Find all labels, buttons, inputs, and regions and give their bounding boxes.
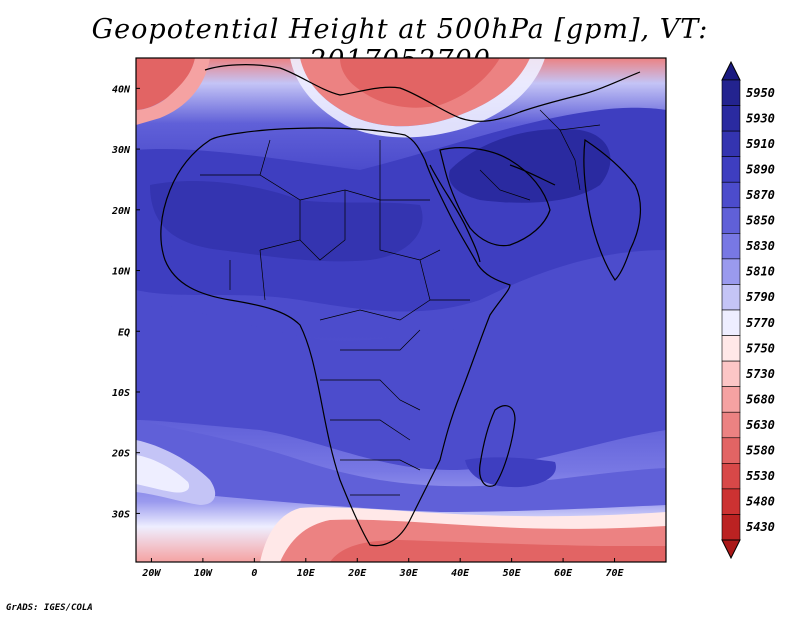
- arabia-coastline: [439, 147, 551, 247]
- lon-tick-label: 10E: [297, 568, 316, 579]
- border: [299, 140, 381, 201]
- lon-tick-label: 30E: [399, 568, 419, 579]
- africa-coastline: [160, 127, 511, 547]
- colorbar-swatch: [721, 360, 741, 387]
- colorbar-swatch: [721, 207, 741, 234]
- mediterranean-trough-edge: [290, 58, 545, 138]
- lat-tick-label: 30S: [111, 509, 130, 520]
- country-borders: [200, 109, 601, 496]
- border: [539, 109, 601, 131]
- height-field: [136, 58, 666, 562]
- colorbar-label: 5770: [746, 316, 775, 330]
- border: [259, 249, 266, 301]
- colorbar-swatch: [721, 156, 741, 183]
- atlantic-nw-low: [136, 58, 195, 110]
- arabia-core: [449, 129, 611, 203]
- sahara-core: [150, 180, 423, 262]
- colorbar-label: 5910: [746, 137, 775, 151]
- colorbar-label: 5730: [746, 367, 775, 381]
- lon-tick-label: 40E: [451, 568, 470, 579]
- colorbar-swatch: [721, 79, 741, 106]
- colorbar-swatch: [721, 386, 741, 413]
- colorbar-swatch: [721, 309, 741, 336]
- colorbar-swatch: [721, 105, 741, 132]
- lat-tick-label: 10S: [112, 388, 130, 399]
- colorbar-swatch: [721, 335, 741, 362]
- lat-tick-label: 20S: [111, 449, 130, 460]
- lat-tick-label: 20N: [111, 206, 131, 217]
- colorbar-swatch: [721, 463, 741, 490]
- border: [299, 190, 346, 261]
- border: [340, 329, 421, 351]
- border: [340, 459, 421, 471]
- colorbar-label: 5530: [746, 469, 775, 483]
- southern-band: [136, 420, 666, 512]
- tropical-band: [136, 300, 666, 470]
- colorbar-swatch: [721, 437, 741, 464]
- colorbar-label: 5830: [746, 239, 775, 253]
- border: [379, 200, 441, 261]
- southwest-lighter-tongue: [136, 455, 190, 493]
- border: [319, 299, 431, 321]
- software-credit: GrADS: IGES/COLA: [6, 603, 93, 613]
- colorbar-label: 5430: [746, 520, 775, 534]
- colorbar-swatch: [721, 411, 741, 439]
- lat-tick-label: 30N: [111, 145, 131, 156]
- axis-ticks: 20W 10W 0 10E 20E 30E 40E 50E 60E 70E 40N 30N 20N 10N…: [111, 84, 625, 579]
- colorbar-label: 5580: [746, 444, 775, 458]
- colorbar-label: 5890: [746, 162, 775, 176]
- colorbar-swatch: [721, 233, 741, 260]
- colorbar: 5950 5930 5910 5890 5870 5850 5830 5810 5790 5770…: [721, 60, 775, 560]
- lon-tick-label: 20E: [347, 568, 367, 579]
- lon-tick-label: 70E: [606, 568, 625, 579]
- europe-coastline: [204, 64, 641, 122]
- colorbar-label: 5930: [746, 111, 775, 125]
- colorbar-swatch: [721, 488, 741, 515]
- border: [559, 129, 581, 191]
- mediterranean-trough-inner: [340, 58, 500, 108]
- madagascar-coastline: [479, 405, 516, 487]
- colorbar-label: 5680: [746, 392, 775, 406]
- lon-tick-label: 60E: [554, 568, 573, 579]
- colorbar-label: 5870: [746, 188, 775, 202]
- lon-tick-label: 0: [251, 568, 257, 579]
- colorbar-label: 5630: [746, 418, 775, 432]
- southern-3-box: [465, 457, 556, 488]
- colorbar-swatch: [721, 514, 741, 541]
- india-coastline: [583, 138, 641, 281]
- lat-tick-label: EQ: [118, 327, 130, 338]
- red-sea-coast: [429, 164, 481, 263]
- southern-trough-core: [330, 540, 666, 562]
- lon-tick-label: 20W: [141, 568, 161, 579]
- colorbar-bottom-arrow: [721, 539, 741, 560]
- lon-tick-label: 50E: [503, 568, 522, 579]
- lat-tick-label: 40N: [112, 84, 131, 95]
- border: [259, 139, 271, 176]
- border: [330, 419, 411, 441]
- border: [320, 379, 421, 411]
- colorbar-top-arrow: [721, 60, 741, 81]
- colorbar-swatch: [721, 130, 741, 157]
- colorbar-label: 5810: [746, 265, 775, 279]
- colorbar-swatch: [721, 181, 741, 209]
- colorbar-label: 5950: [746, 86, 775, 100]
- atlantic-nw-low-edge: [136, 58, 210, 125]
- persian-gulf-coast: [509, 164, 556, 186]
- plot-frame: [135, 57, 667, 563]
- coastlines: [160, 64, 641, 547]
- colorbar-label: 5480: [746, 495, 775, 509]
- colorbar-label: 5790: [746, 290, 775, 304]
- colorbar-swatch: [721, 284, 741, 311]
- lon-tick-label: 10W: [194, 568, 213, 579]
- colorbar-label: 5850: [746, 214, 775, 228]
- lat-tick-label: 10N: [112, 267, 131, 278]
- colorbar-label: 5750: [746, 341, 775, 355]
- border: [479, 169, 531, 201]
- colorbar-swatch: [721, 258, 741, 285]
